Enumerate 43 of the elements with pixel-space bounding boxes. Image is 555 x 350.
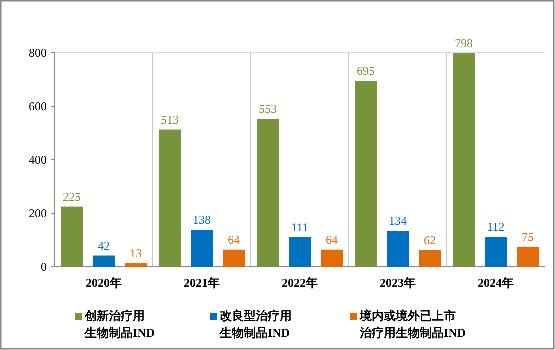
legend-label: 境内或境外已上市治疗用生物制品IND [359,309,466,340]
data-label: 64 [326,232,338,247]
x-tick-label: 2020年 [86,276,122,290]
y-tick-label: 200 [29,206,47,221]
bar [485,237,507,267]
bar [453,54,475,267]
bar [125,264,147,267]
bar [321,250,343,267]
data-label: 138 [193,213,211,228]
x-tick-label: 2024年 [478,276,514,290]
bar [387,231,409,267]
data-label: 42 [98,238,110,253]
data-label: 553 [259,102,277,116]
data-label: 64 [228,232,240,247]
bar [61,206,83,267]
data-label: 111 [291,220,309,234]
x-tick-label: 2022年 [282,276,318,290]
data-label: 112 [487,220,505,234]
data-label: 225 [63,190,81,204]
data-label: 513 [161,112,179,127]
y-tick-label: 0 [41,260,47,274]
data-label: 75 [522,230,534,244]
legend-label: 改良型治疗用生物制品IND [219,309,292,340]
legend-label: 创新治疗用生物制品IND [84,309,156,340]
x-tick-label: 2021年 [184,276,220,290]
bar [93,256,115,267]
data-label: 134 [389,214,407,228]
data-label: 13 [130,246,142,261]
bar [223,250,245,267]
data-label: 798 [455,36,473,51]
x-tick-label: 2023年 [380,276,416,290]
y-tick-label: 600 [29,100,47,114]
bar [159,130,181,267]
y-tick-label: 400 [29,153,47,168]
data-label: 695 [357,64,375,78]
y-tick-label: 800 [29,46,47,60]
bar [355,81,377,267]
bar [191,230,213,267]
bar [257,119,279,267]
bar [419,250,441,267]
bar [517,246,539,267]
bar [289,237,311,267]
data-label: 62 [424,233,436,248]
